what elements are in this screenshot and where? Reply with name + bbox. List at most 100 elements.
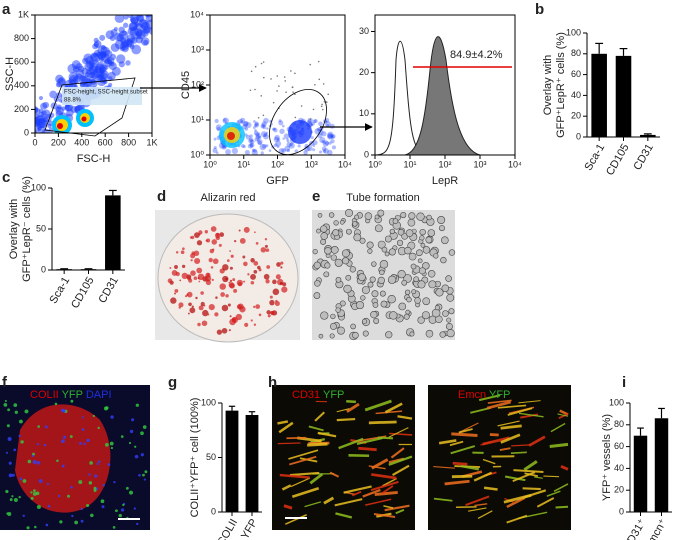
nucleus xyxy=(45,523,49,527)
dot xyxy=(274,134,280,141)
vessel xyxy=(365,498,392,506)
dot xyxy=(263,76,265,79)
cell xyxy=(410,263,417,270)
dot xyxy=(49,90,57,99)
dot xyxy=(324,121,331,128)
stain xyxy=(181,264,186,269)
vessel xyxy=(478,394,501,402)
vessel xyxy=(314,411,326,422)
stain xyxy=(194,232,200,238)
cell xyxy=(401,279,408,286)
dot xyxy=(290,70,292,72)
nucleus xyxy=(3,403,8,407)
vessel xyxy=(323,496,335,505)
cell xyxy=(377,240,386,249)
dot xyxy=(262,61,265,63)
dot xyxy=(273,136,280,143)
stain xyxy=(210,226,217,232)
dot xyxy=(122,22,129,28)
nucleus xyxy=(5,451,9,454)
vessel xyxy=(356,436,383,446)
nucleus xyxy=(13,498,18,503)
panel-letter: g xyxy=(168,374,177,391)
dot xyxy=(286,138,289,141)
x-tick-label: 10¹ xyxy=(237,159,250,169)
dot xyxy=(322,140,329,147)
dot xyxy=(303,150,308,155)
y-axis-label: CD45 xyxy=(180,71,192,99)
nucleus xyxy=(71,514,74,518)
vessel xyxy=(368,420,397,425)
vessel xyxy=(317,431,337,438)
cell xyxy=(446,317,452,323)
bar xyxy=(654,418,669,512)
dot xyxy=(317,127,322,131)
nucleus xyxy=(78,480,83,485)
vessel xyxy=(346,399,356,404)
nucleus xyxy=(30,496,34,500)
x-tick-label: YFP xyxy=(239,517,260,540)
vessel xyxy=(329,471,340,478)
nucleus xyxy=(59,520,63,524)
y-tick-label: 0 xyxy=(364,149,369,159)
y-tick-label: 100 xyxy=(609,397,624,407)
cell xyxy=(328,212,335,218)
stain xyxy=(258,313,262,317)
vessel xyxy=(557,413,569,417)
dot xyxy=(276,90,278,92)
x-tick-label: CD31⁺ xyxy=(621,517,648,540)
dot xyxy=(265,131,269,135)
cell xyxy=(337,326,346,335)
bar xyxy=(80,269,97,270)
cell xyxy=(381,246,388,253)
cell xyxy=(413,276,420,283)
cell xyxy=(422,246,431,254)
nucleus xyxy=(44,425,48,429)
vessel xyxy=(389,432,413,436)
nucleus xyxy=(120,508,125,512)
cell xyxy=(324,262,331,269)
cell xyxy=(367,281,374,288)
dot xyxy=(327,93,329,96)
dot xyxy=(254,88,256,91)
dot xyxy=(28,114,34,120)
stain xyxy=(253,323,257,326)
dot xyxy=(300,105,303,107)
bar xyxy=(225,410,239,512)
dot xyxy=(242,145,246,149)
stain xyxy=(171,270,178,276)
x-tick-label: 10⁴ xyxy=(508,159,522,169)
stain xyxy=(237,282,243,287)
cell xyxy=(417,258,423,264)
vessel xyxy=(299,457,318,463)
vessel xyxy=(549,442,569,448)
nucleus xyxy=(110,415,114,419)
cell xyxy=(320,232,329,240)
nucleus xyxy=(142,473,145,477)
cell xyxy=(426,214,432,221)
cell xyxy=(323,271,330,278)
dot xyxy=(251,149,258,155)
stain xyxy=(210,266,214,269)
dot xyxy=(257,135,262,140)
dot xyxy=(304,145,311,152)
dot xyxy=(277,138,281,142)
stain-label: CD31 YFP xyxy=(292,389,344,401)
cell xyxy=(407,218,416,227)
stain xyxy=(266,310,271,315)
y-tick-label: 10¹ xyxy=(191,114,204,124)
dot xyxy=(324,141,330,146)
cell xyxy=(316,228,321,234)
cell xyxy=(418,267,426,275)
cell xyxy=(415,249,423,257)
panel-letter: f xyxy=(2,374,8,391)
stain xyxy=(212,258,219,265)
vessel xyxy=(438,439,457,445)
stain xyxy=(281,286,288,293)
vessel xyxy=(382,477,397,487)
dot xyxy=(262,114,265,117)
nucleus xyxy=(122,503,125,507)
cell xyxy=(352,331,359,339)
nucleus xyxy=(80,519,84,523)
nucleus xyxy=(105,442,109,447)
